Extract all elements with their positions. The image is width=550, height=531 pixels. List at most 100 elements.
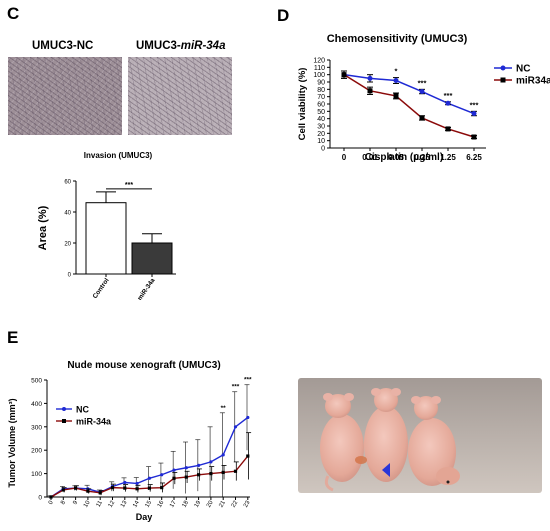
chemo-title: Chemosensitivity (UMUC3) bbox=[327, 33, 468, 45]
microscopy-image-mir34a bbox=[128, 57, 232, 135]
xeno-point-nc bbox=[172, 468, 176, 472]
image-label-mir34a-italic: miR-34a bbox=[180, 40, 226, 52]
mouse-1 bbox=[320, 393, 364, 492]
xeno-point-nc bbox=[160, 473, 164, 477]
chemo-ytick-label: 30 bbox=[317, 124, 325, 131]
xeno-xtick-label: 20 bbox=[206, 499, 215, 508]
xeno-ytick-label: 200 bbox=[31, 448, 42, 455]
xeno-legend-marker bbox=[62, 419, 66, 423]
xeno-legend-label: NC bbox=[76, 405, 89, 415]
image-label-mir34a-prefix: UMUC3- bbox=[136, 40, 181, 52]
chemo-xtick-label: 0.05 bbox=[388, 153, 404, 162]
chemo-ytick-label: 20 bbox=[317, 131, 325, 138]
chemo-point-mir34a bbox=[367, 88, 373, 94]
xeno-point-mir34a bbox=[160, 486, 164, 490]
chemo-sig-label: *** bbox=[470, 100, 479, 109]
chemo-sig-label: *** bbox=[418, 78, 427, 87]
chemo-legend-label: NC bbox=[516, 64, 530, 75]
chemo-series-line bbox=[343, 74, 475, 138]
chemo-point-nc bbox=[393, 78, 399, 84]
xeno-point-mir34a bbox=[209, 472, 213, 476]
chemo-xtick-label: 0 bbox=[342, 153, 347, 162]
xeno-ytick-label: 400 bbox=[31, 401, 42, 408]
xeno-series-line bbox=[50, 416, 249, 498]
chemo-ytick-label: 110 bbox=[314, 65, 325, 72]
invasion-ytick-label: 0 bbox=[68, 273, 72, 279]
invasion-ytick-label: 60 bbox=[64, 180, 71, 186]
xeno-point-mir34a bbox=[61, 488, 65, 492]
xeno-xtick-label: 23 bbox=[243, 499, 252, 508]
xeno-point-mir34a bbox=[74, 486, 78, 490]
xeno-point-nc bbox=[135, 481, 139, 486]
chemo-ytick-label: 10 bbox=[317, 138, 325, 145]
xeno-xtick-label: 22 bbox=[231, 499, 240, 508]
image-label-mir34a: UMUC3-miR-34a bbox=[136, 40, 225, 52]
xeno-point-mir34a bbox=[147, 486, 151, 490]
xeno-xlabel: Day bbox=[136, 512, 153, 522]
xeno-point-mir34a bbox=[110, 486, 115, 490]
xeno-point-nc bbox=[221, 453, 225, 457]
mouse-photo bbox=[298, 378, 542, 493]
xeno-point-nc bbox=[246, 415, 250, 420]
xeno-ylabel: Tumor Volume (mm³) bbox=[7, 398, 17, 487]
xeno-ytick-label: 0 bbox=[38, 495, 42, 502]
xeno-point-mir34a bbox=[233, 469, 238, 473]
xeno-point-nc bbox=[197, 463, 201, 468]
xeno-xtick-label: 19 bbox=[194, 499, 203, 508]
xeno-point-mir34a bbox=[246, 454, 250, 458]
chemo-sig-label: *** bbox=[444, 91, 453, 100]
invasion-category-label: miR-34a bbox=[136, 277, 156, 300]
xeno-point-mir34a bbox=[172, 476, 176, 480]
chemo-series-line bbox=[343, 73, 475, 115]
chemo-point-mir34a bbox=[341, 72, 347, 78]
chemo-xtick-label: 6.25 bbox=[466, 153, 482, 162]
xeno-xtick-label: 16 bbox=[157, 499, 166, 508]
xeno-point-mir34a bbox=[135, 487, 139, 491]
xeno-point-mir34a bbox=[86, 489, 90, 493]
chemo-point-mir34a bbox=[445, 126, 451, 132]
xeno-xtick-label: 10 bbox=[83, 499, 92, 508]
invasion-ytick-label: 20 bbox=[64, 242, 71, 248]
chemo-ytick-label: 60 bbox=[317, 102, 325, 109]
chemo-point-nc bbox=[471, 111, 477, 117]
xeno-point-mir34a bbox=[98, 491, 102, 495]
chemo-legend-marker bbox=[500, 77, 506, 83]
chemo-legend-label: miR34a bbox=[516, 76, 550, 87]
xeno-xtick-label: 21 bbox=[218, 499, 227, 508]
xeno-point-mir34a bbox=[184, 475, 188, 479]
chemo-point-nc bbox=[419, 89, 425, 95]
xeno-sig-label: *** bbox=[244, 377, 252, 384]
chemo-legend-marker bbox=[500, 65, 506, 71]
chemo-point-nc bbox=[445, 100, 451, 106]
xeno-ytick-label: 300 bbox=[31, 424, 42, 431]
invasion-category-label: Control bbox=[92, 277, 111, 300]
xeno-point-nc bbox=[123, 480, 127, 485]
xeno-point-nc bbox=[184, 466, 188, 470]
xeno-point-nc bbox=[147, 476, 151, 480]
chemo-ylabel: Cell viability (%) bbox=[297, 68, 308, 141]
chemo-ytick-label: 80 bbox=[317, 87, 325, 94]
invasion-ytick-label: 40 bbox=[64, 211, 71, 217]
xeno-point-mir34a bbox=[197, 473, 201, 477]
chemo-ytick-label: 100 bbox=[313, 72, 325, 79]
xeno-sig-label: ** bbox=[221, 405, 227, 412]
invasion-sig-label: *** bbox=[125, 182, 133, 189]
mouse-2 bbox=[355, 388, 408, 482]
xeno-title: Nude mouse xenograft (UMUC3) bbox=[67, 360, 220, 371]
mouse-3 bbox=[408, 396, 460, 486]
xeno-point-mir34a bbox=[49, 495, 53, 499]
chemo-ytick-label: 50 bbox=[317, 109, 325, 116]
invasion-bar bbox=[85, 202, 127, 275]
chemo-ytick-label: 40 bbox=[317, 116, 325, 123]
panel-letter-d: D bbox=[277, 6, 290, 25]
panel-letter-e: E bbox=[7, 328, 19, 347]
xeno-legend-label: miR-34a bbox=[76, 417, 112, 427]
blue-arrowhead-icon bbox=[382, 463, 390, 477]
xeno-point-nc bbox=[209, 460, 213, 464]
xeno-xtick-label: 11 bbox=[96, 499, 105, 508]
xeno-xtick-label: 13 bbox=[120, 499, 129, 508]
chemo-xtick-label: 0.01 bbox=[362, 153, 378, 162]
microscopy-image-nc bbox=[8, 57, 122, 135]
chemo-xlabel: Cisplatin (μg/ml) bbox=[365, 152, 443, 163]
image-label-nc: UMUC3-NC bbox=[32, 40, 94, 52]
